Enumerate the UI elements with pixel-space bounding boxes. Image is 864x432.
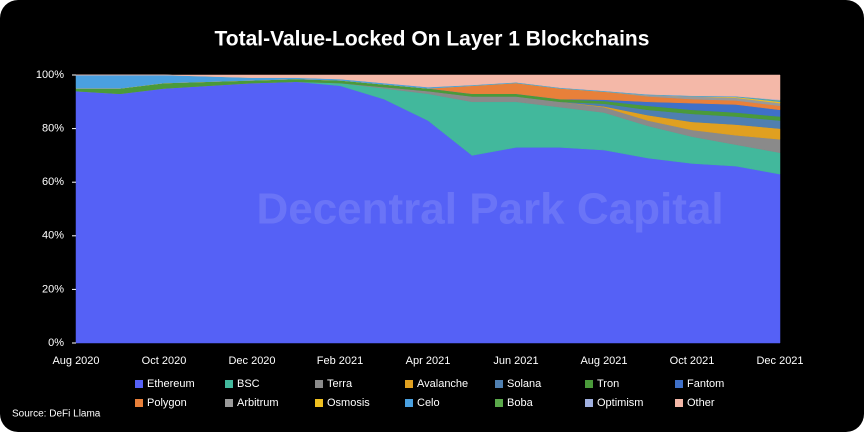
legend-label: Fantom	[687, 378, 724, 390]
legend-label: Avalanche	[417, 378, 468, 390]
legend-label: Arbitrum	[237, 397, 279, 409]
legend-swatch	[315, 399, 323, 407]
legend-label: Celo	[417, 397, 440, 409]
x-tick-label: Dec 2021	[756, 355, 803, 367]
legend-label: Solana	[507, 378, 542, 390]
legend-swatch	[135, 399, 143, 407]
legend-label: Ethereum	[147, 378, 195, 390]
y-tick-label: 80%	[42, 123, 64, 135]
legend-label: Polygon	[147, 397, 187, 409]
x-tick-label: Dec 2020	[228, 355, 275, 367]
legend-swatch	[405, 380, 413, 388]
legend-label: Boba	[507, 397, 534, 409]
y-tick-label: 100%	[36, 69, 64, 81]
y-tick-label: 0%	[48, 337, 64, 349]
legend-swatch	[585, 380, 593, 388]
legend-label: Other	[687, 397, 715, 409]
legend-swatch	[405, 399, 413, 407]
legend-label: Osmosis	[327, 397, 370, 409]
area	[76, 74, 781, 100]
legend-swatch	[225, 380, 233, 388]
x-tick-label: Aug 2021	[580, 355, 627, 367]
x-tick-label: Jun 2021	[493, 355, 538, 367]
legend-label: Terra	[327, 378, 353, 390]
x-tick-label: Apr 2021	[406, 355, 451, 367]
legend-label: BSC	[237, 378, 260, 390]
y-tick-label: 20%	[42, 283, 64, 295]
legend-label: Tron	[597, 378, 619, 390]
legend-swatch	[495, 380, 503, 388]
legend-swatch	[225, 399, 233, 407]
legend-swatch	[675, 380, 683, 388]
y-tick-label: 40%	[42, 230, 64, 242]
watermark: Decentral Park Capital	[256, 185, 723, 234]
source: Source: DeFi Llama	[12, 409, 101, 420]
legend-label: Optimism	[597, 397, 643, 409]
legend-swatch	[135, 380, 143, 388]
legend-swatch	[315, 380, 323, 388]
legend-swatch	[495, 399, 503, 407]
y-tick-label: 60%	[42, 176, 64, 188]
legend-swatch	[585, 399, 593, 407]
x-tick-label: Aug 2020	[52, 355, 99, 367]
chart-title: Total-Value-Locked On Layer 1 Blockchain…	[215, 28, 650, 51]
plot-area	[75, 74, 781, 344]
legend-swatch	[675, 399, 683, 407]
x-tick-label: Feb 2021	[317, 355, 363, 367]
x-tick-label: Oct 2021	[670, 355, 715, 367]
x-tick-label: Oct 2020	[142, 355, 187, 367]
